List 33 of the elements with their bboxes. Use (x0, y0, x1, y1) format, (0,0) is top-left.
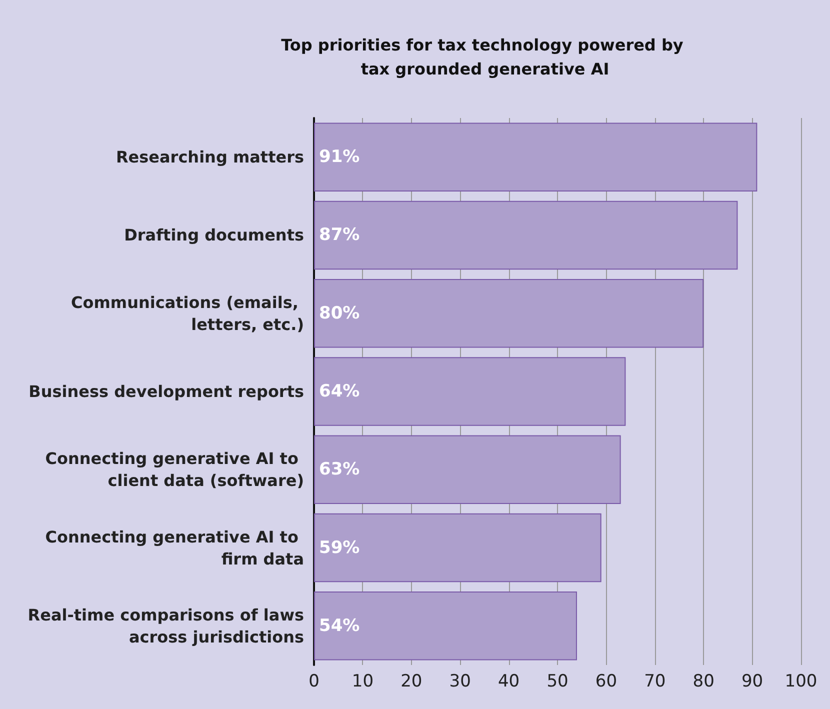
data-label: 54% (319, 616, 360, 636)
x-tick-label: 0 (308, 672, 320, 692)
bar (314, 200, 738, 270)
bar (314, 278, 704, 348)
bar (314, 513, 602, 582)
y-tick-label: Real-time comparisons of laws across jurisdictions (28, 605, 304, 646)
x-tick-label: 60 (595, 672, 618, 692)
data-label: 63% (319, 460, 360, 480)
x-tick-label: 30 (449, 672, 471, 692)
x-tick-label: 90 (741, 672, 764, 692)
data-label: 91% (319, 147, 360, 168)
y-tick-label: Connecting generative AI to client data (software) (45, 449, 304, 490)
x-tick-label: 50 (546, 672, 568, 692)
x-tick-label: 20 (400, 672, 422, 692)
data-label: 87% (319, 225, 360, 246)
y-tick-label: Business development reports (28, 382, 304, 401)
data-label: 64% (319, 382, 360, 402)
data-label: 80% (319, 303, 360, 324)
y-tick-label: Communications (emails, letters, etc.) (70, 292, 304, 334)
bar (314, 122, 758, 192)
x-tick-label: 10 (352, 672, 374, 692)
x-tick-label: 100 (784, 672, 818, 692)
bar (314, 357, 626, 426)
bar (314, 592, 577, 660)
data-label: 59% (319, 538, 360, 558)
y-tick-label: Drafting documents (124, 226, 304, 245)
x-tick-label: 40 (498, 672, 520, 692)
y-tick-label: Researching matters (116, 148, 304, 167)
bar (314, 435, 621, 504)
chart-title: Top priorities for tax technology powered by tax grounded generative AI (281, 36, 689, 78)
x-tick-label: 70 (644, 672, 666, 692)
x-tick-label: 80 (692, 672, 714, 692)
y-tick-label: Connecting generative AI to firm data (45, 527, 304, 568)
